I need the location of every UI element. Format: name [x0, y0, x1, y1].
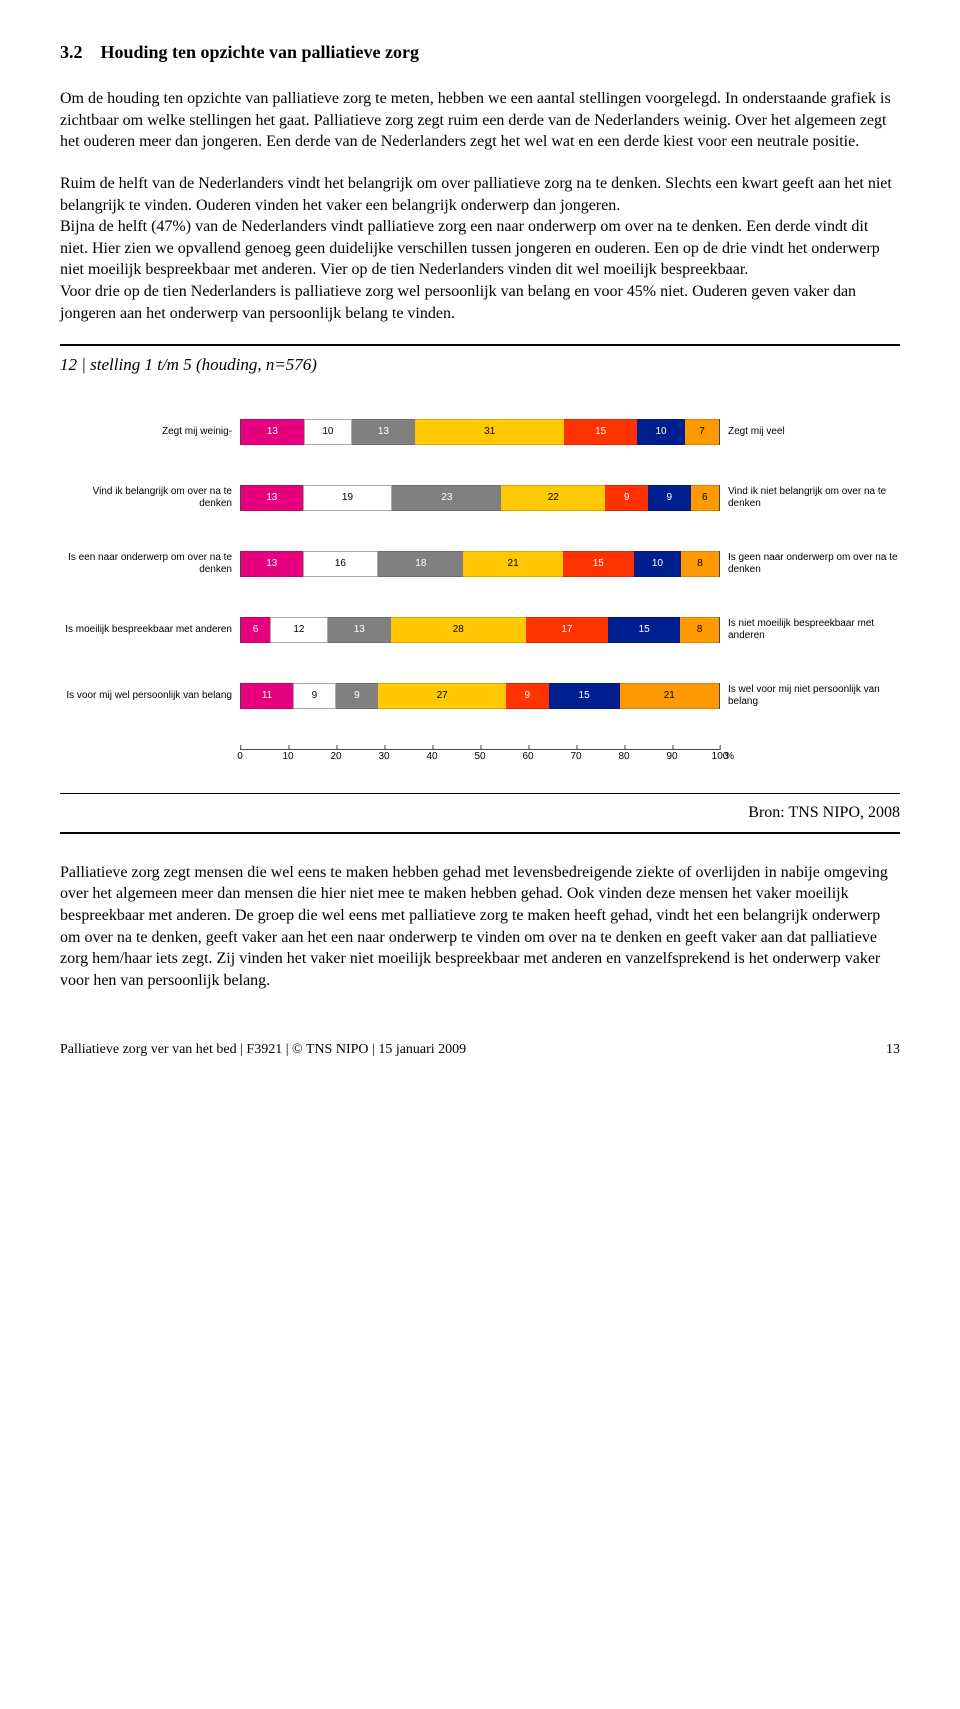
axis-tick: 60	[522, 750, 533, 764]
stacked-bar-chart: Zegt mij weinig-1310133115107Zegt mij ve…	[60, 409, 900, 793]
chart-row: Is moeilijk bespreekbaar met anderen6121…	[60, 617, 900, 643]
axis-track: 0102030405060708090100%	[240, 749, 720, 765]
bar-track: 1316182115108	[240, 551, 720, 577]
bar-segment: 8	[680, 617, 719, 643]
bar-left-label: Is moeilijk bespreekbaar met anderen	[60, 624, 240, 636]
bar-left-label: Is voor mij wel persoonlijk van belang	[60, 690, 240, 702]
chart-source: Bron: TNS NIPO, 2008	[60, 794, 900, 832]
bar-track: 612132817158	[240, 617, 720, 643]
bar-segment: 10	[634, 551, 681, 577]
bar-segment: 23	[392, 485, 501, 511]
bar-segment: 15	[549, 683, 620, 709]
bar-segment: 15	[564, 419, 636, 445]
bar-segment: 17	[526, 617, 608, 643]
bar-segment: 9	[648, 485, 691, 511]
bar-segment: 22	[501, 485, 605, 511]
bar-segment: 13	[241, 551, 303, 577]
paragraph-block-2: Ruim de helft van de Nederlanders vindt …	[60, 173, 900, 324]
bar-segment: 9	[293, 683, 336, 709]
axis-tick: 70	[570, 750, 581, 764]
bar-track: 13192322996	[240, 485, 720, 511]
bar-segment: 27	[378, 683, 506, 709]
bar-right-label: Is wel voor mij niet persoonlijk van bel…	[720, 684, 900, 708]
bar-segment: 19	[303, 485, 393, 511]
axis-tick: 50	[474, 750, 485, 764]
bar-segment: 10	[304, 419, 352, 445]
divider-source-bottom	[60, 832, 900, 834]
bar-segment: 18	[378, 551, 463, 577]
axis-tick: 20	[330, 750, 341, 764]
bar-segment: 12	[270, 617, 328, 643]
bar-track: 1310133115107	[240, 419, 720, 445]
bar-segment: 9	[605, 485, 648, 511]
bar-segment: 13	[352, 419, 415, 445]
bar-segment: 13	[241, 419, 304, 445]
bar-segment: 8	[681, 551, 719, 577]
axis-tick: 40	[426, 750, 437, 764]
bar-segment: 21	[620, 683, 719, 709]
bar-segment: 31	[415, 419, 565, 445]
axis-tick: 80	[618, 750, 629, 764]
bar-segment: 9	[506, 683, 549, 709]
paragraph-2: Ruim de helft van de Nederlanders vindt …	[60, 175, 892, 214]
paragraph-1: Om de houding ten opzichte van palliatie…	[60, 88, 900, 153]
paragraph-5: Palliatieve zorg zegt mensen die wel een…	[60, 862, 900, 992]
bar-segment: 21	[463, 551, 562, 577]
footer-left: Palliatieve zorg ver van het bed | F3921…	[60, 1041, 466, 1060]
bar-segment: 15	[563, 551, 634, 577]
axis-tick: 10	[282, 750, 293, 764]
bar-right-label: Is geen naar onderwerp om over na te den…	[720, 552, 900, 576]
page-footer: Palliatieve zorg ver van het bed | F3921…	[60, 1041, 900, 1060]
bar-segment: 16	[303, 551, 379, 577]
footer-page-number: 13	[886, 1041, 900, 1060]
chart-axis: 0102030405060708090100%	[60, 749, 900, 765]
axis-tick: 30	[378, 750, 389, 764]
axis-tick: 0	[237, 750, 243, 764]
axis-tick: 90	[666, 750, 677, 764]
section-heading: 3.2 Houding ten opzichte van palliatieve…	[60, 40, 900, 64]
bar-right-label: Zegt mij veel	[720, 426, 900, 438]
bar-left-label: Vind ik belangrijk om over na te denken	[60, 486, 240, 510]
chart-caption: 12 | stelling 1 t/m 5 (houding, n=576)	[60, 346, 900, 409]
bar-segment: 11	[241, 683, 293, 709]
paragraph-3: Bijna de helft (47%) van de Nederlanders…	[60, 218, 880, 278]
bar-segment: 9	[336, 683, 379, 709]
bar-right-label: Is niet moeilijk bespreekbaar met andere…	[720, 618, 900, 642]
bar-segment: 13	[241, 485, 303, 511]
chart-row: Is voor mij wel persoonlijk van belang11…	[60, 683, 900, 709]
bar-segment: 7	[685, 419, 719, 445]
paragraph-4: Voor drie op de tien Nederlanders is pal…	[60, 283, 856, 322]
heading-text: Houding ten opzichte van palliatieve zor…	[101, 42, 420, 62]
chart-row: Zegt mij weinig-1310133115107Zegt mij ve…	[60, 419, 900, 445]
bar-left-label: Zegt mij weinig-	[60, 426, 240, 438]
chart-row: Vind ik belangrijk om over na te denken1…	[60, 485, 900, 511]
bar-left-label: Is een naar onderwerp om over na te denk…	[60, 552, 240, 576]
chart-row: Is een naar onderwerp om over na te denk…	[60, 551, 900, 577]
bar-segment: 6	[241, 617, 270, 643]
axis-percent-symbol: %	[725, 750, 734, 764]
bar-segment: 28	[391, 617, 526, 643]
bar-segment: 15	[608, 617, 680, 643]
heading-number: 3.2	[60, 42, 83, 62]
bar-track: 11992791521	[240, 683, 720, 709]
bar-segment: 6	[691, 485, 719, 511]
bar-segment: 10	[637, 419, 685, 445]
bar-right-label: Vind ik niet belangrijk om over na te de…	[720, 486, 900, 510]
bar-segment: 13	[328, 617, 391, 643]
